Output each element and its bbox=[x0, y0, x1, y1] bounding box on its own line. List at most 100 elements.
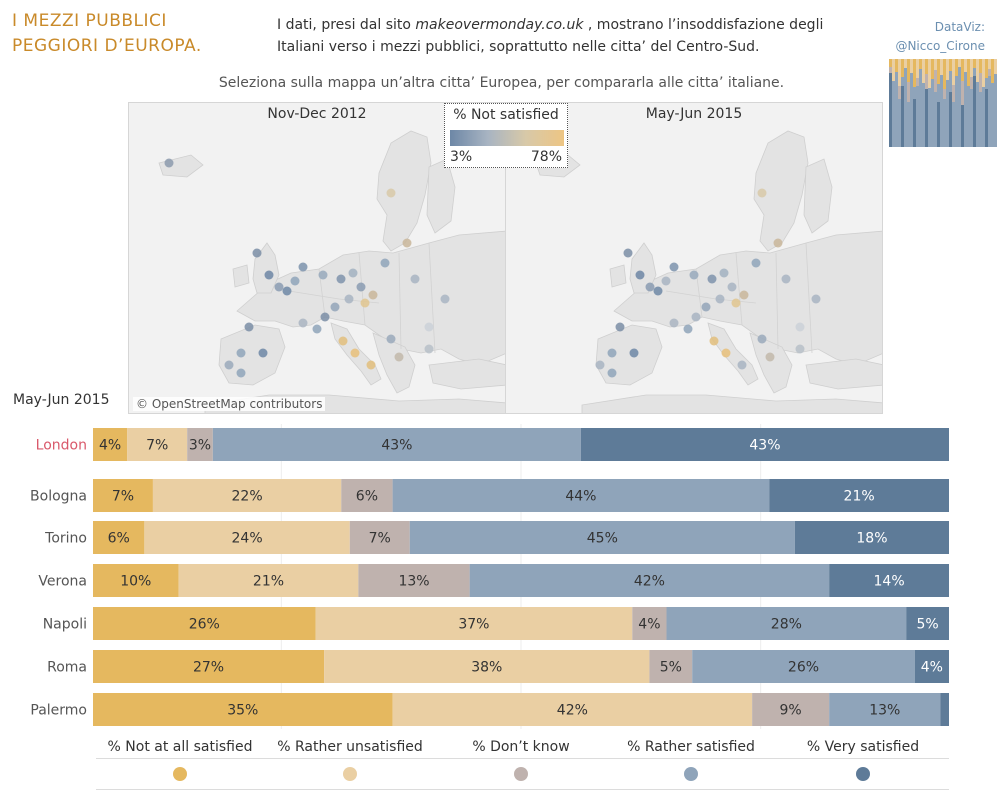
legend-swatch[interactable] bbox=[343, 767, 357, 781]
city-marker[interactable] bbox=[368, 290, 378, 300]
bar-segment[interactable] bbox=[349, 521, 410, 554]
bar-segment[interactable] bbox=[324, 650, 650, 683]
bar-segment[interactable] bbox=[93, 564, 179, 597]
city-marker[interactable] bbox=[661, 276, 671, 286]
bar-segment[interactable] bbox=[93, 428, 128, 461]
bar-segment[interactable] bbox=[93, 650, 325, 683]
city-marker[interactable] bbox=[701, 302, 711, 312]
city-marker[interactable] bbox=[274, 282, 284, 292]
legend-item[interactable]: % Rather satisfied bbox=[606, 739, 776, 785]
city-marker[interactable] bbox=[773, 238, 783, 248]
city-marker[interactable] bbox=[394, 352, 404, 362]
city-marker[interactable] bbox=[757, 334, 767, 344]
bar-segment[interactable] bbox=[580, 428, 949, 461]
bar-segment[interactable] bbox=[392, 693, 753, 726]
city-marker[interactable] bbox=[424, 344, 434, 354]
city-marker[interactable] bbox=[691, 312, 701, 322]
city-marker[interactable] bbox=[298, 318, 308, 328]
category-label[interactable]: Napoli bbox=[43, 617, 87, 633]
city-marker[interactable] bbox=[440, 294, 450, 304]
city-marker[interactable] bbox=[689, 270, 699, 280]
city-marker[interactable] bbox=[635, 270, 645, 280]
bar-segment[interactable] bbox=[358, 564, 470, 597]
city-marker[interactable] bbox=[402, 238, 412, 248]
city-marker[interactable] bbox=[290, 276, 300, 286]
bar-segment[interactable] bbox=[632, 607, 667, 640]
city-marker[interactable] bbox=[236, 368, 246, 378]
category-label[interactable]: Torino bbox=[44, 531, 87, 547]
legend-item[interactable]: % Not at all satisfied bbox=[95, 739, 265, 785]
legend-swatch[interactable] bbox=[514, 767, 528, 781]
city-marker[interactable] bbox=[615, 322, 625, 332]
legend-swatch[interactable] bbox=[684, 767, 698, 781]
city-marker[interactable] bbox=[795, 344, 805, 354]
city-marker[interactable] bbox=[350, 348, 360, 358]
city-marker[interactable] bbox=[653, 286, 663, 296]
legend-swatch[interactable] bbox=[856, 767, 870, 781]
category-label[interactable]: Verona bbox=[38, 574, 87, 590]
city-marker[interactable] bbox=[765, 352, 775, 362]
bar-segment[interactable] bbox=[469, 564, 830, 597]
city-marker[interactable] bbox=[721, 348, 731, 358]
city-marker[interactable] bbox=[795, 322, 805, 332]
bar-segment[interactable] bbox=[144, 521, 350, 554]
city-marker[interactable] bbox=[224, 360, 234, 370]
city-marker[interactable] bbox=[336, 274, 346, 284]
bar-segment[interactable] bbox=[794, 521, 949, 554]
city-marker[interactable] bbox=[318, 270, 328, 280]
city-marker[interactable] bbox=[424, 322, 434, 332]
city-marker[interactable] bbox=[709, 336, 719, 346]
bar-segment[interactable] bbox=[392, 479, 770, 512]
bar-segment[interactable] bbox=[341, 479, 393, 512]
category-label[interactable]: Palermo bbox=[30, 703, 87, 719]
city-marker[interactable] bbox=[737, 360, 747, 370]
city-marker[interactable] bbox=[595, 360, 605, 370]
city-marker[interactable] bbox=[380, 258, 390, 268]
bar-segment[interactable] bbox=[93, 479, 153, 512]
bar-segment[interactable] bbox=[906, 607, 949, 640]
bar-segment[interactable] bbox=[187, 428, 213, 461]
city-marker[interactable] bbox=[739, 290, 749, 300]
bar-segment[interactable] bbox=[212, 428, 581, 461]
osm-attribution[interactable]: © OpenStreetMap contributors bbox=[133, 397, 326, 411]
legend-item[interactable]: % Rather unsatisfied bbox=[265, 739, 435, 785]
category-label[interactable]: London bbox=[36, 438, 87, 454]
bar-segment[interactable] bbox=[649, 650, 693, 683]
bar-segment[interactable] bbox=[829, 693, 941, 726]
city-marker[interactable] bbox=[669, 262, 679, 272]
city-marker[interactable] bbox=[683, 324, 693, 334]
bar-segment[interactable] bbox=[315, 607, 633, 640]
city-marker[interactable] bbox=[727, 282, 737, 292]
bar-segment[interactable] bbox=[409, 521, 795, 554]
city-marker[interactable] bbox=[607, 348, 617, 358]
bar-segment[interactable] bbox=[940, 693, 949, 726]
bar-segment[interactable] bbox=[178, 564, 359, 597]
city-marker[interactable] bbox=[386, 334, 396, 344]
city-marker[interactable] bbox=[360, 298, 370, 308]
city-marker[interactable] bbox=[719, 268, 729, 278]
city-marker[interactable] bbox=[282, 286, 292, 296]
city-marker[interactable] bbox=[252, 248, 262, 258]
city-marker[interactable] bbox=[731, 298, 741, 308]
city-marker[interactable] bbox=[811, 294, 821, 304]
city-marker[interactable] bbox=[757, 188, 767, 198]
city-marker[interactable] bbox=[410, 274, 420, 284]
category-label[interactable]: Bologna bbox=[30, 489, 87, 505]
city-marker[interactable] bbox=[386, 188, 396, 198]
city-marker[interactable] bbox=[312, 324, 322, 334]
legend-item[interactable]: % Don’t know bbox=[436, 739, 606, 785]
bar-segment[interactable] bbox=[752, 693, 830, 726]
city-marker[interactable] bbox=[320, 312, 330, 322]
city-marker[interactable] bbox=[707, 274, 717, 284]
bar-segment[interactable] bbox=[93, 693, 393, 726]
city-marker[interactable] bbox=[164, 158, 174, 168]
city-marker[interactable] bbox=[298, 262, 308, 272]
bar-segment[interactable] bbox=[769, 479, 949, 512]
category-label[interactable]: Roma bbox=[47, 660, 87, 676]
credit-handle[interactable]: @Nicco_Cirone bbox=[895, 39, 985, 53]
city-marker[interactable] bbox=[356, 282, 366, 292]
bar-segment[interactable] bbox=[914, 650, 949, 683]
bar-segment[interactable] bbox=[829, 564, 949, 597]
legend-item[interactable]: % Very satisfied bbox=[778, 739, 948, 785]
city-marker[interactable] bbox=[244, 322, 254, 332]
